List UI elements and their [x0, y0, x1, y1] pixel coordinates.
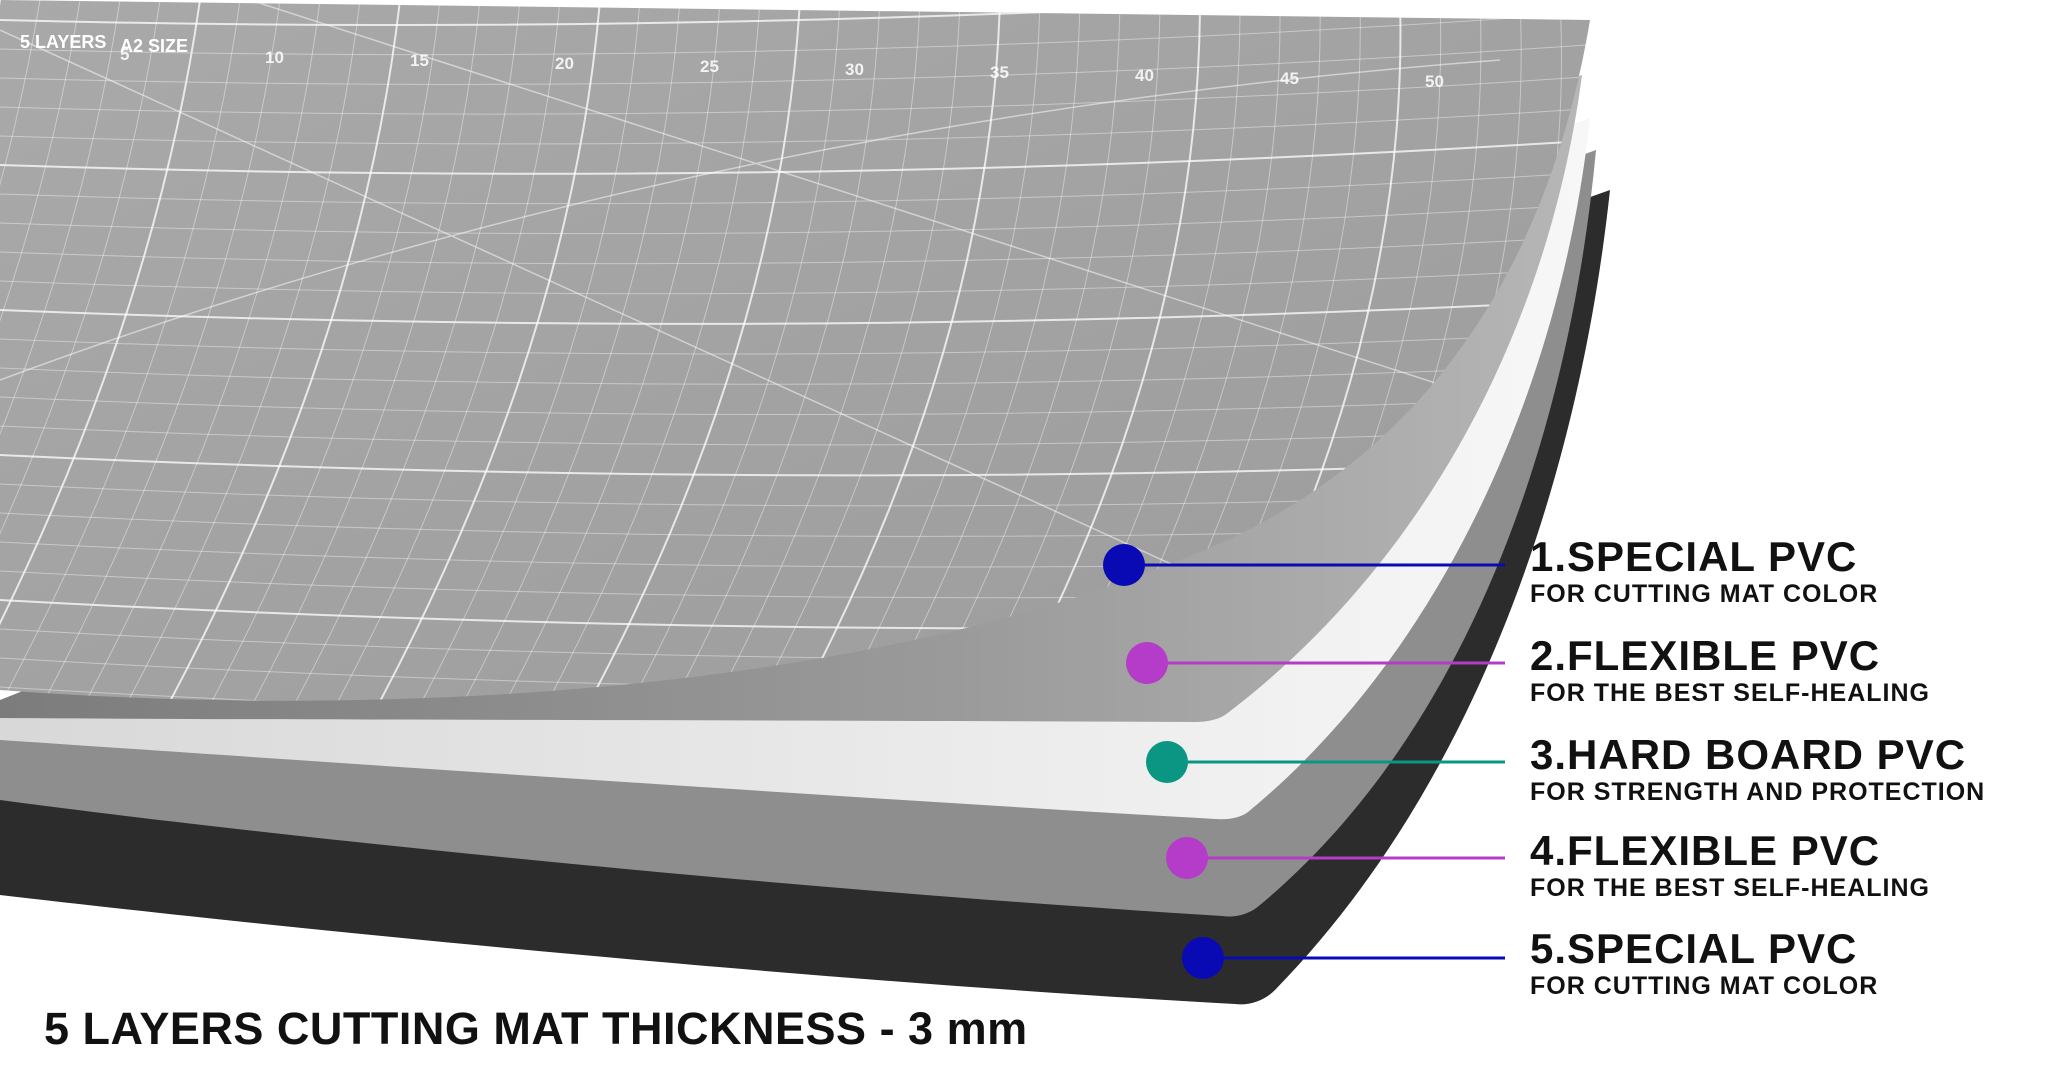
scale-number: 40: [1135, 66, 1154, 85]
layer-dot-5: [1182, 937, 1224, 979]
layer-dot-2: [1126, 642, 1168, 684]
layer-callout-1: 1.SPECIAL PVC FOR CUTTING MAT COLOR: [1530, 535, 1878, 609]
scale-number: 50: [1425, 72, 1444, 91]
layer-dot-4: [1166, 837, 1208, 879]
layer-subtitle: FOR STRENGTH AND PROTECTION: [1530, 778, 1986, 806]
layer-subtitle: FOR THE BEST SELF-HEALING: [1530, 679, 1930, 707]
layer-1-sheet: [0, 0, 1590, 701]
scale-number: 10: [265, 48, 284, 67]
layer-dot-3: [1146, 741, 1188, 783]
scale-number: 25: [700, 57, 719, 76]
layer-callout-4: 4.FLEXIBLE PVC FOR THE BEST SELF-HEALING: [1530, 829, 1930, 903]
layer-title: 1.SPECIAL PVC: [1530, 533, 1858, 580]
scale-number: 5: [120, 45, 129, 64]
layer-callout-3: 3.HARD BOARD PVC FOR STRENGTH AND PROTEC…: [1530, 733, 1985, 807]
scale-number: 45: [1280, 69, 1299, 88]
layer-title: 5.SPECIAL PVC: [1530, 925, 1858, 972]
scale-number: 35: [990, 63, 1009, 82]
layer-callout-5: 5.SPECIAL PVC FOR CUTTING MAT COLOR: [1530, 927, 1878, 1001]
scale-number: 15: [410, 51, 429, 70]
leaders: [1103, 544, 1505, 979]
mat-layers-label: 5 LAYERS: [20, 32, 106, 52]
footer-caption: 5 LAYERS CUTTING MAT THICKNESS - 3 mm: [44, 1003, 1028, 1054]
scale-number: 20: [555, 54, 574, 73]
layer-callout-2: 2.FLEXIBLE PVC FOR THE BEST SELF-HEALING: [1530, 634, 1930, 708]
layer-title: 2.FLEXIBLE PVC: [1530, 632, 1881, 679]
mat-scale: 5 10 15 20 25 30 35 40 45 50: [120, 45, 1444, 91]
layer-title: 3.HARD BOARD PVC: [1530, 731, 1967, 778]
mat-size-label: A2 SIZE: [120, 36, 188, 56]
mat-print: 5 LAYERS A2 SIZE: [20, 32, 188, 56]
layer-subtitle: FOR THE BEST SELF-HEALING: [1530, 874, 1930, 902]
layer-dot-1: [1103, 544, 1145, 586]
layer-title: 4.FLEXIBLE PVC: [1530, 827, 1881, 874]
scale-number: 30: [845, 60, 864, 79]
layer-subtitle: FOR CUTTING MAT COLOR: [1530, 972, 1879, 1000]
layer-subtitle: FOR CUTTING MAT COLOR: [1530, 580, 1879, 608]
